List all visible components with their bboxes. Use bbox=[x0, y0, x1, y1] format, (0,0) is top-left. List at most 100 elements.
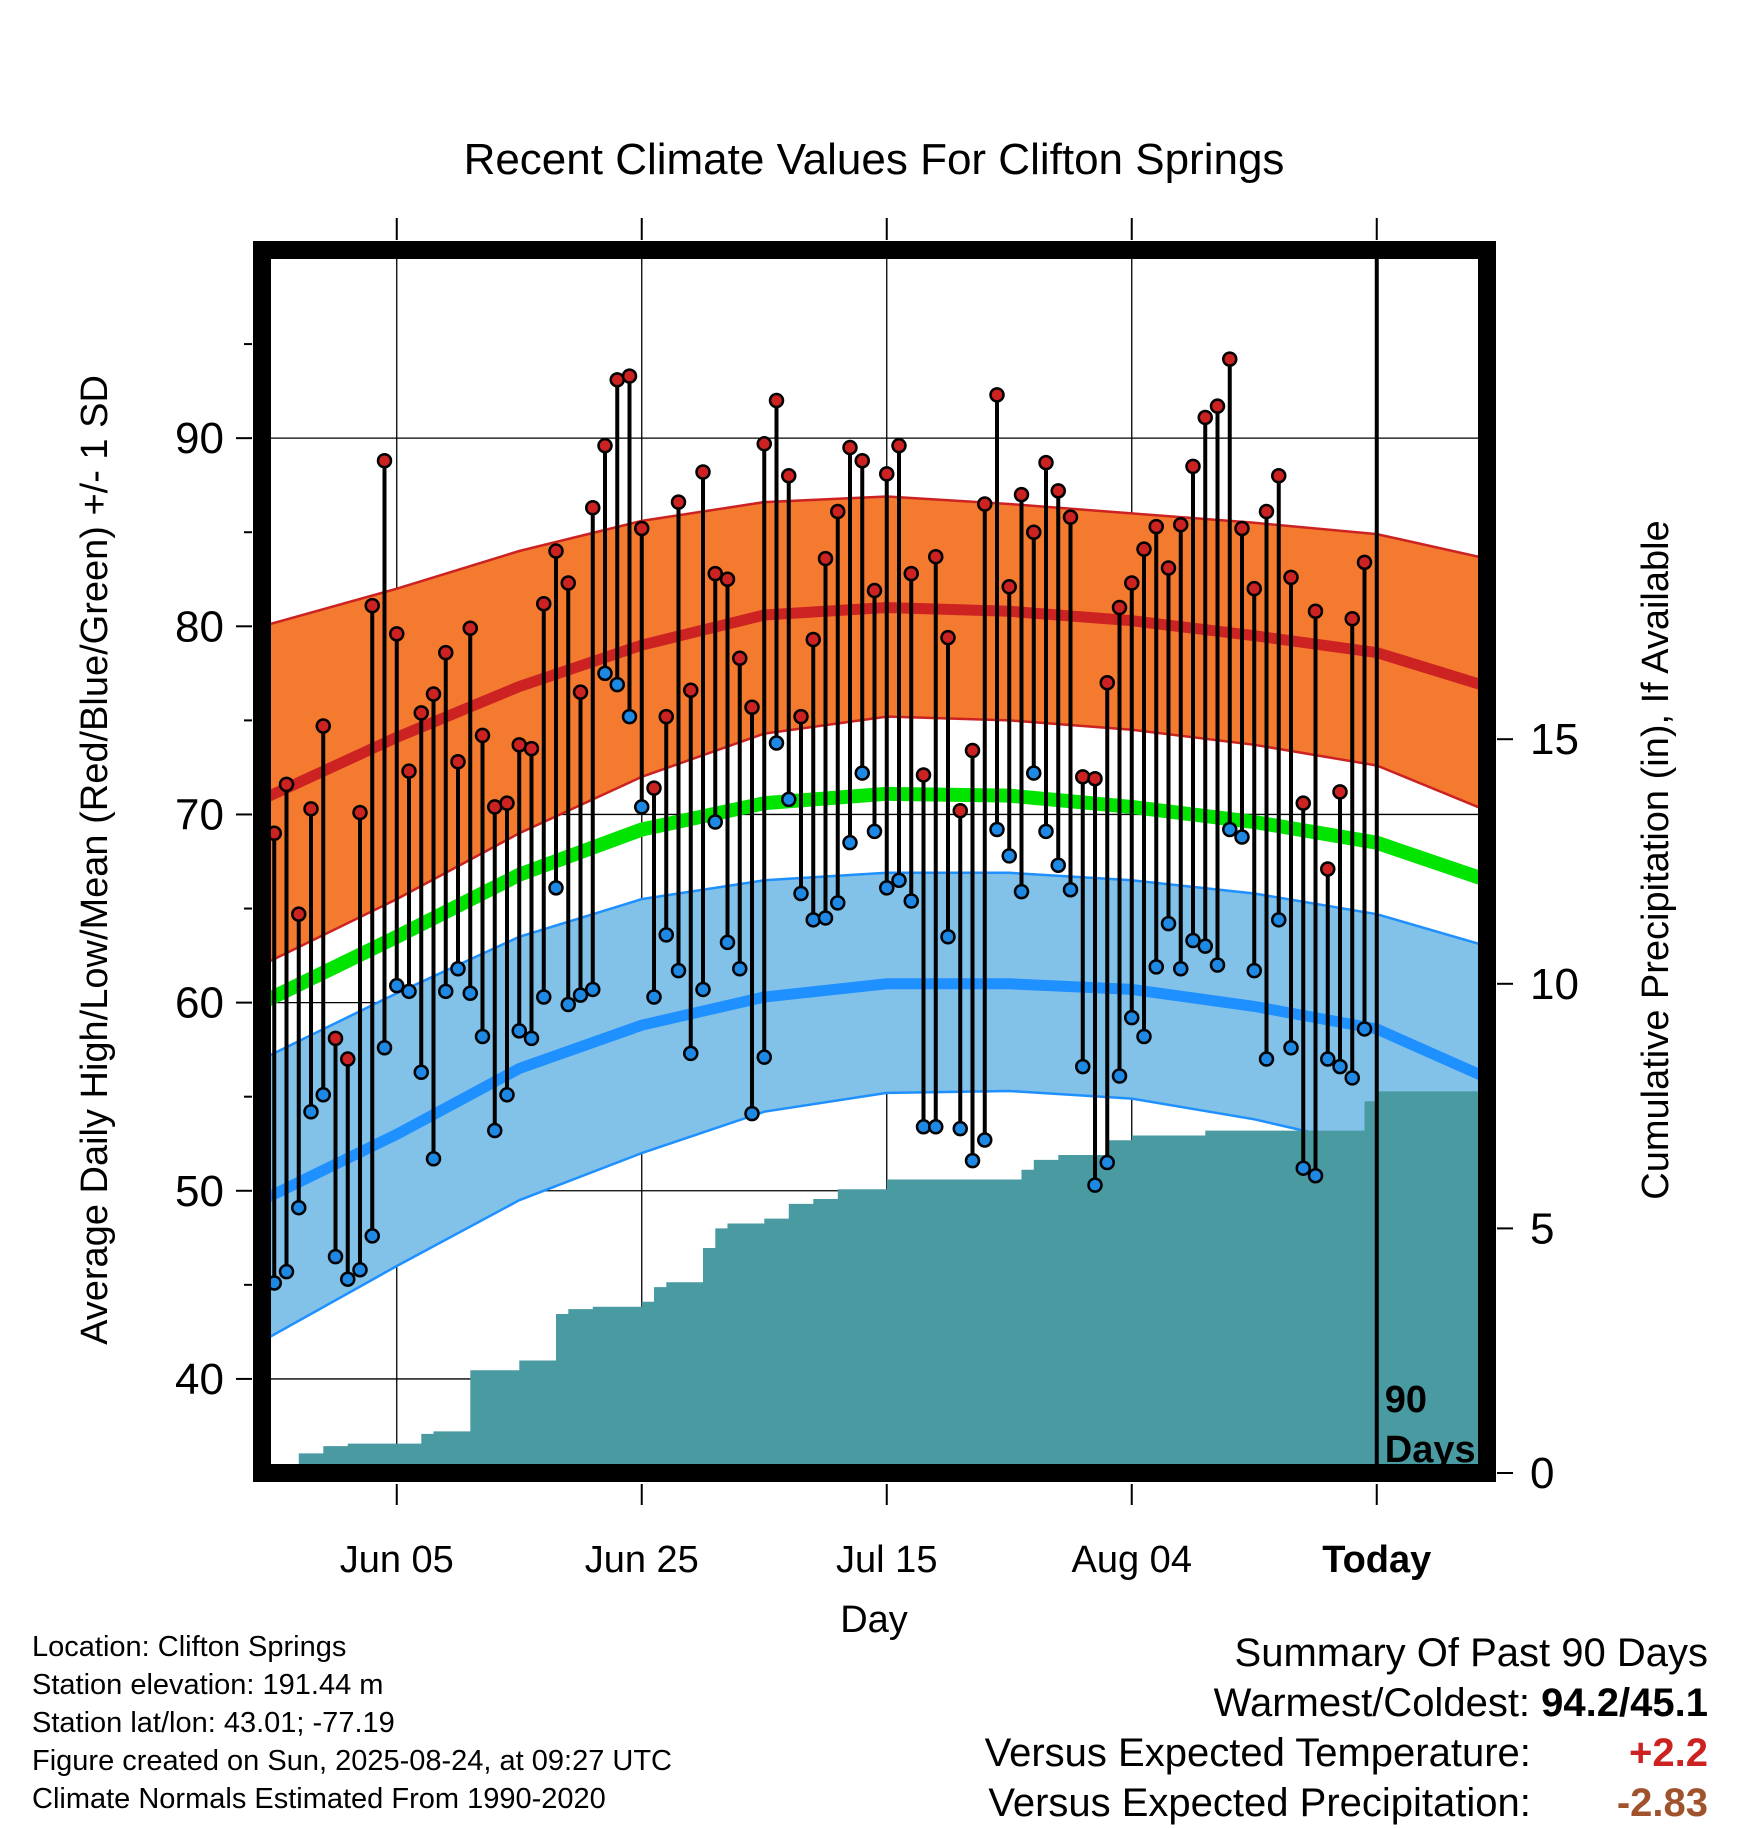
temp-anomaly-row: Versus Expected Temperature: +2.2 bbox=[985, 1728, 1708, 1778]
daily-high-point bbox=[450, 754, 466, 770]
daily-high-point bbox=[695, 464, 711, 480]
daily-high-point bbox=[1160, 560, 1177, 576]
daily-high-point bbox=[1295, 795, 1311, 811]
warmest-coldest-value: 94.2/45.1 bbox=[1541, 1681, 1708, 1725]
daily-record bbox=[756, 436, 772, 1065]
daily-high-point bbox=[1148, 518, 1164, 535]
daily-low-point bbox=[1160, 915, 1177, 932]
daily-record bbox=[340, 1051, 356, 1287]
axes: 40 50 60 70 80 90 0 5 10 15 Jun 05 Jun 25 Jul 15 Aug … bbox=[175, 218, 1579, 1581]
daily-record bbox=[658, 708, 674, 943]
daily-low-point bbox=[1075, 1058, 1091, 1075]
daily-low-point bbox=[585, 981, 601, 998]
daily-record bbox=[1197, 409, 1213, 954]
daily-low-point bbox=[658, 927, 674, 943]
daily-low-point bbox=[793, 885, 809, 902]
daily-high-point bbox=[903, 565, 919, 582]
y2-tick-label: 15 bbox=[1530, 715, 1579, 764]
daily-high-point bbox=[830, 503, 846, 520]
daily-record bbox=[1271, 468, 1287, 928]
daily-record bbox=[646, 780, 662, 1005]
daily-low-point bbox=[952, 1120, 968, 1137]
low-sd-band-lower-edge bbox=[262, 1089, 1487, 1343]
daily-record bbox=[1356, 554, 1373, 1037]
daily-high-point bbox=[1173, 516, 1189, 533]
daily-high-point bbox=[413, 705, 429, 721]
daily-record bbox=[1050, 483, 1066, 874]
daily-record bbox=[1332, 784, 1348, 1075]
daily-high-point bbox=[658, 708, 674, 725]
y-tick-label: 80 bbox=[175, 602, 224, 651]
daily-low-point bbox=[572, 987, 589, 1003]
daily-high-point bbox=[781, 468, 797, 484]
daily-low-point bbox=[1111, 1068, 1128, 1084]
daily-low-point bbox=[1258, 1051, 1275, 1067]
daily-high-point bbox=[1062, 509, 1079, 525]
daily-record bbox=[1148, 518, 1164, 975]
daily-high-point bbox=[1087, 770, 1103, 787]
daily-high-point bbox=[1111, 599, 1128, 616]
daily-record bbox=[1258, 503, 1275, 1067]
daily-high-point bbox=[768, 392, 785, 409]
daily-high-point bbox=[340, 1051, 356, 1067]
y-tick-label: 40 bbox=[175, 1355, 224, 1404]
daily-high-point bbox=[1209, 398, 1226, 414]
daily-record bbox=[401, 763, 417, 1000]
daily-low-point bbox=[340, 1271, 356, 1287]
y2-tick-label: 5 bbox=[1530, 1204, 1554, 1253]
precip-anomaly-value: -2.83 bbox=[1616, 1781, 1708, 1825]
daily-low-point bbox=[928, 1119, 944, 1135]
daily-low-point bbox=[683, 1045, 699, 1062]
daily-high-point bbox=[1320, 861, 1336, 877]
daily-high-point bbox=[683, 682, 699, 699]
daily-record bbox=[1038, 454, 1054, 840]
daily-record bbox=[977, 496, 993, 1148]
daily-record bbox=[1173, 516, 1189, 977]
daily-record bbox=[768, 392, 785, 751]
location-text: Location: Clifton Springs bbox=[32, 1631, 347, 1663]
daily-record bbox=[793, 708, 809, 902]
x-tick-label: Today bbox=[1322, 1539, 1431, 1581]
daily-low-point bbox=[327, 1248, 344, 1265]
precip-anomaly-row: Versus Expected Precipitation: -2.83 bbox=[985, 1778, 1708, 1828]
daily-low-point bbox=[817, 910, 834, 926]
daily-low-point bbox=[854, 765, 870, 781]
daily-low-point bbox=[315, 1087, 331, 1103]
daily-high-point bbox=[572, 684, 589, 700]
daily-low-point bbox=[1197, 938, 1213, 954]
daily-record bbox=[1111, 599, 1128, 1084]
daily-low-point bbox=[499, 1087, 515, 1103]
daily-record bbox=[425, 686, 442, 1167]
daily-record bbox=[1013, 486, 1030, 900]
daily-record bbox=[928, 548, 944, 1135]
daily-high-point bbox=[977, 496, 993, 512]
daily-low-point bbox=[903, 893, 919, 909]
daily-record bbox=[1160, 560, 1177, 932]
cumulative-precip-area bbox=[274, 1091, 1487, 1473]
latlon-text: Station lat/lon: 43.01; -77.19 bbox=[32, 1707, 395, 1739]
daily-low-point bbox=[1124, 1009, 1140, 1026]
daily-record bbox=[536, 595, 552, 1005]
daily-record bbox=[1234, 520, 1250, 845]
daily-low-point bbox=[1283, 1040, 1299, 1056]
daily-low-point bbox=[977, 1132, 993, 1148]
daily-high-point bbox=[1001, 579, 1017, 595]
daily-record bbox=[572, 684, 589, 1003]
daily-low-point bbox=[891, 872, 907, 889]
daily-record bbox=[830, 503, 846, 911]
daily-record bbox=[1026, 524, 1042, 781]
daily-high-point bbox=[1344, 611, 1360, 627]
daily-low-point bbox=[1173, 960, 1189, 977]
daily-record bbox=[609, 372, 625, 693]
x-tick-label: Aug 04 bbox=[1072, 1539, 1192, 1581]
daily-low-point bbox=[425, 1151, 442, 1167]
daily-low-point bbox=[879, 880, 895, 896]
y2-tick-label: 0 bbox=[1530, 1449, 1554, 1498]
daily-high-point bbox=[646, 780, 662, 796]
daily-low-point bbox=[389, 977, 405, 994]
daily-low-point bbox=[768, 735, 785, 751]
x-tick-label: Jun 05 bbox=[340, 1539, 454, 1581]
daily-record bbox=[940, 629, 956, 945]
daily-high-point bbox=[1222, 351, 1238, 367]
daily-low-point bbox=[438, 983, 454, 1000]
